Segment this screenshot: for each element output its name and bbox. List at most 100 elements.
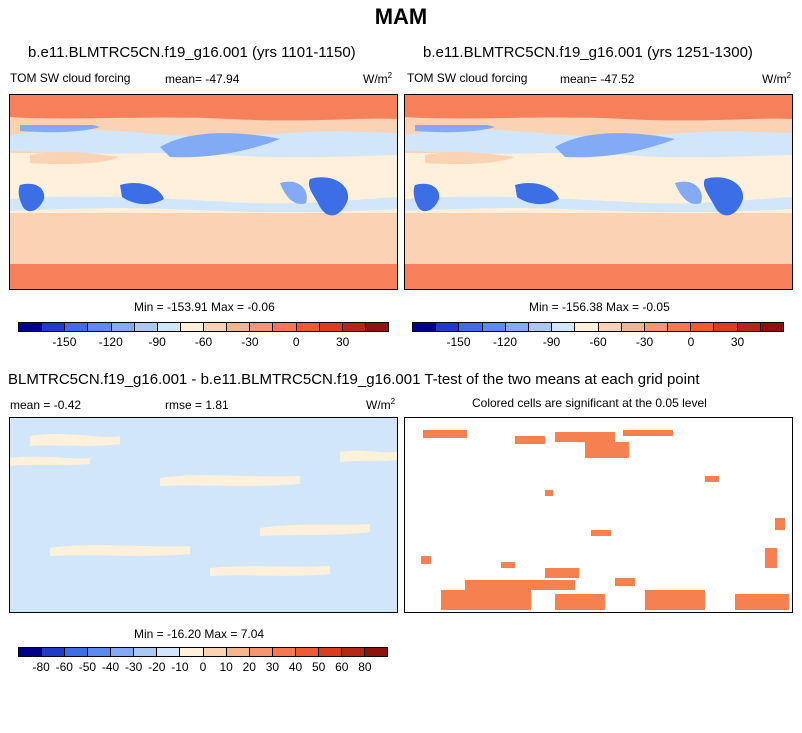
colorbar-bottom-left-swatch — [134, 648, 158, 656]
colorbar-top-right-tick-label: -30 — [635, 335, 654, 349]
colorbar-top-left-swatch — [88, 323, 112, 331]
colorbar-top-left-tick-label: -60 — [194, 335, 213, 349]
colorbar-top-right-swatch — [528, 323, 553, 331]
colorbar-top-left — [18, 322, 389, 332]
colorbar-top-left-swatch — [157, 323, 181, 331]
colorbar-top-left-tick-label: 30 — [335, 335, 350, 349]
main-title: MAM — [374, 4, 428, 29]
colorbar-bottom-left-swatch — [249, 648, 273, 656]
colorbar-top-right-swatch — [714, 323, 738, 331]
significance-subtitle: Colored cells are significant at the 0.0… — [472, 396, 707, 410]
colorbar-top-right-swatch — [668, 323, 692, 331]
colorbar-top-right-swatch — [760, 323, 783, 331]
colorbar-bottom-left-tick-label: 40 — [288, 660, 303, 674]
map-bottom-left-canvas — [10, 418, 397, 612]
colorbar-top-left-swatch — [365, 323, 388, 331]
panel-title-top-left: b.e11.BLMTRC5CN.f19_g16.001 (yrs 1101-11… — [28, 44, 356, 61]
colorbar-top-right-swatch — [598, 323, 622, 331]
colorbar-labels-top-right: -150 -120 -90 -60 -30 0 30 — [412, 335, 784, 349]
colorbar-bottom-left-swatch — [226, 648, 250, 656]
minmax-top-left: Min = -153.91 Max = -0.06 — [134, 300, 275, 314]
map-bottom-right-canvas — [405, 418, 792, 612]
colorbar-top-left-tick-label: 0 — [292, 335, 300, 349]
colorbar-top-right-swatch — [644, 323, 669, 331]
colorbar-bottom-left-tick-label: 0 — [199, 660, 207, 674]
colorbar-bottom-left-swatch — [111, 648, 135, 656]
minmax-top-right: Min = -156.38 Max = -0.05 — [529, 300, 670, 314]
colorbar-top-right-swatch — [505, 323, 529, 331]
map-bottom-right — [404, 417, 793, 613]
colorbar-top-right-tick-label: -60 — [589, 335, 607, 349]
variable-label-top-left: TOM SW cloud forcing — [10, 71, 131, 85]
panel-title-top-right: b.e11.BLMTRC5CN.f19_g16.001 (yrs 1251-13… — [423, 44, 753, 61]
colorbar-top-right-swatch — [691, 323, 715, 331]
mean-label-bottom-left: mean = -0.42 — [10, 398, 82, 412]
difference-title: BLMTRC5CN.f19_g16.001 - b.e11.BLMTRC5CN.… — [8, 371, 700, 388]
colorbar-bottom-left — [18, 647, 388, 657]
colorbar-top-left-swatch — [111, 323, 135, 331]
colorbar-top-left-swatch — [19, 323, 43, 331]
colorbar-bottom-left-swatch — [364, 648, 387, 656]
mean-label-top-right: mean= -47.52 — [560, 72, 635, 86]
colorbar-top-right-swatch — [436, 323, 460, 331]
colorbar-bottom-left-swatch — [318, 648, 342, 656]
colorbar-top-left-swatch — [250, 323, 274, 331]
colorbar-top-left-tick-label: -150 — [52, 335, 77, 349]
colorbar-bottom-left-tick-label: 60 — [335, 660, 349, 674]
minmax-bottom-left: Min = -16.20 Max = 7.04 — [134, 627, 265, 641]
colorbar-top-left-tick-label: -120 — [98, 335, 123, 349]
colorbar-bottom-left-tick-label: -40 — [101, 660, 120, 674]
colorbar-bottom-left-swatch — [88, 648, 112, 656]
map-top-right — [404, 94, 793, 290]
colorbar-top-left-swatch — [319, 323, 343, 331]
colorbar-bottom-left-tick-label: 20 — [242, 660, 256, 674]
map-top-right-canvas — [405, 95, 792, 289]
units-label-top-right: W/m2 — [762, 71, 792, 86]
colorbar-top-left-swatch — [180, 323, 204, 331]
colorbar-bottom-left-swatch — [157, 648, 181, 656]
colorbar-bottom-left-swatch — [19, 648, 43, 656]
colorbar-top-left-swatch — [273, 323, 297, 331]
colorbar-bottom-left-tick-label: -80 — [32, 660, 50, 674]
colorbar-bottom-left-swatch — [341, 648, 365, 656]
colorbar-bottom-left-swatch — [42, 648, 66, 656]
colorbar-top-right-swatch — [552, 323, 576, 331]
colorbar-top-left-tick-label: -30 — [241, 335, 259, 349]
map-bottom-left — [9, 417, 398, 613]
colorbar-bottom-left-tick-label: -10 — [171, 660, 189, 674]
colorbar-top-right-swatch — [459, 323, 483, 331]
colorbar-labels-bottom-left: -80 -60 -50 -40 -30 -20 -10 0 10 20 30 40 50 60 80 — [18, 660, 388, 674]
map-top-left — [9, 94, 398, 290]
colorbar-top-right-tick-label: 0 — [687, 335, 695, 349]
colorbar-bottom-left-swatch — [65, 648, 89, 656]
colorbar-top-right-swatch — [575, 323, 599, 331]
colorbar-bottom-left-swatch — [272, 648, 296, 656]
colorbar-bottom-left-tick-label: -50 — [78, 660, 97, 674]
rmse-label-bottom-left: rmse = 1.81 — [165, 398, 229, 412]
variable-label-top-right: TOM SW cloud forcing — [407, 71, 528, 85]
colorbar-top-right — [412, 322, 784, 332]
colorbar-bottom-left-tick-label: 80 — [358, 660, 372, 674]
colorbar-top-right-swatch — [482, 323, 506, 331]
units-label-top-left: W/m2 — [363, 71, 393, 86]
colorbar-top-left-tick-label: -90 — [148, 335, 166, 349]
colorbar-top-right-tick-label: -150 — [446, 335, 471, 349]
mean-label-top-left: mean= -47.94 — [165, 72, 240, 86]
colorbar-top-left-swatch — [65, 323, 89, 331]
colorbar-top-left-swatch — [227, 323, 251, 331]
colorbar-top-right-tick-label: 30 — [730, 335, 745, 349]
colorbar-top-left-swatch — [42, 323, 66, 331]
colorbar-top-left-swatch — [342, 323, 366, 331]
colorbar-bottom-left-tick-label: 10 — [219, 660, 233, 674]
significant-cells — [421, 430, 789, 610]
colorbar-top-right-swatch — [621, 323, 645, 331]
colorbar-top-left-swatch — [204, 323, 228, 331]
colorbar-top-left-swatch — [296, 323, 320, 331]
colorbar-bottom-left-tick-label: 50 — [311, 660, 326, 674]
units-label-bottom-left: W/m2 — [366, 397, 396, 412]
colorbar-top-right-tick-label: -120 — [492, 335, 518, 349]
colorbar-bottom-left-swatch — [295, 648, 319, 656]
colorbar-bottom-left-swatch — [180, 648, 204, 656]
colorbar-top-right-swatch — [737, 323, 761, 331]
colorbar-bottom-left-tick-label: -30 — [124, 660, 143, 674]
